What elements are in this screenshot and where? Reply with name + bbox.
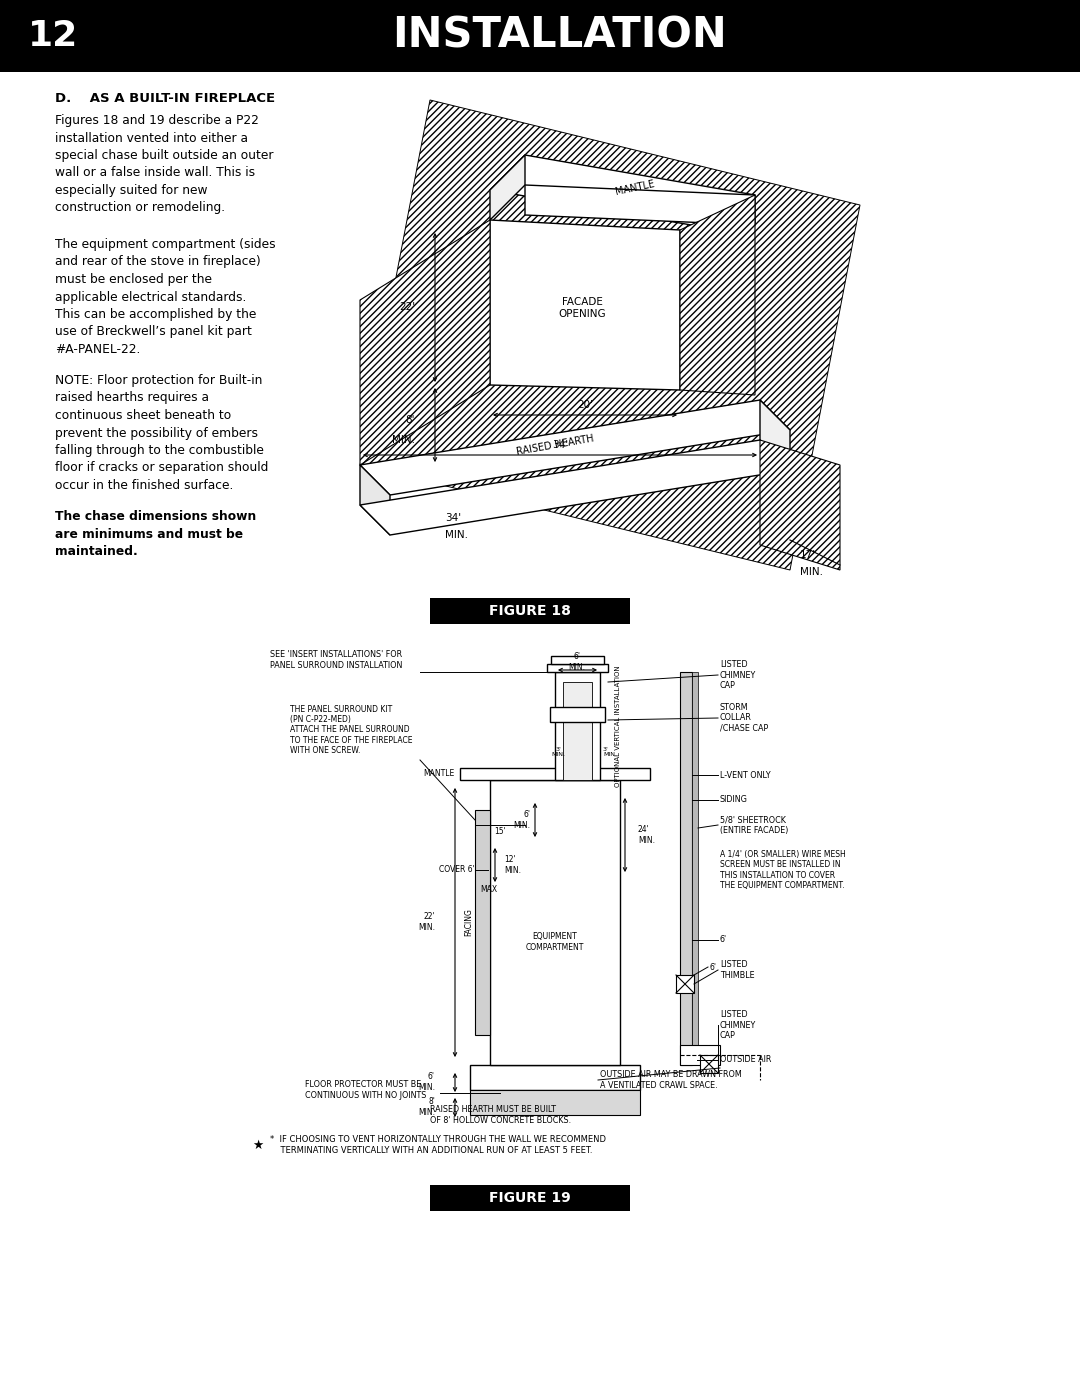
Text: D.    AS A BUILT-IN FIREPLACE: D. AS A BUILT-IN FIREPLACE <box>55 92 275 105</box>
Bar <box>0 0 1080 73</box>
Text: FLOOR PROTECTOR MUST BE
CONTINUOUS WITH NO JOINTS: FLOOR PROTECTOR MUST BE CONTINUOUS WITH … <box>305 1080 427 1099</box>
Text: 15': 15' <box>495 827 505 837</box>
Text: RAISED HEARTH MUST BE BUILT
OF 8' HOLLOW CONCRETE BLOCKS.: RAISED HEARTH MUST BE BUILT OF 8' HOLLOW… <box>430 1105 571 1125</box>
Polygon shape <box>551 657 604 664</box>
Polygon shape <box>555 672 600 780</box>
Polygon shape <box>550 707 605 722</box>
Polygon shape <box>360 400 789 495</box>
Text: MANTLE: MANTLE <box>615 179 656 197</box>
Text: MAX: MAX <box>480 886 497 894</box>
Bar <box>430 1185 630 1211</box>
Text: Figures 18 and 19 describe a P22
installation vented into either a
special chase: Figures 18 and 19 describe a P22 install… <box>55 115 273 215</box>
Text: 5/8' SHEETROCK
(ENTIRE FACADE): 5/8' SHEETROCK (ENTIRE FACADE) <box>720 816 788 834</box>
Text: LISTED
CHIMNEY
CAP: LISTED CHIMNEY CAP <box>720 661 756 690</box>
Text: 6': 6' <box>710 963 717 971</box>
Text: A 1/4' (OR SMALLER) WIRE MESH
SCREEN MUST BE INSTALLED IN
THIS INSTALLATION TO C: A 1/4' (OR SMALLER) WIRE MESH SCREEN MUS… <box>720 849 846 890</box>
Text: THE PANEL SURROUND KIT
(PN C-P22-MED)
ATTACH THE PANEL SURROUND
TO THE FACE OF T: THE PANEL SURROUND KIT (PN C-P22-MED) AT… <box>291 704 413 756</box>
Polygon shape <box>692 672 698 1065</box>
Text: LISTED
THIMBLE: LISTED THIMBLE <box>720 960 755 979</box>
Bar <box>430 598 630 624</box>
Polygon shape <box>360 101 860 570</box>
Text: 12: 12 <box>28 20 78 53</box>
Text: EQUIPMENT
COMPARTMENT: EQUIPMENT COMPARTMENT <box>526 932 584 951</box>
Polygon shape <box>676 975 694 993</box>
Polygon shape <box>700 1055 718 1073</box>
Text: 34': 34' <box>445 513 461 522</box>
Text: 22'
MIN.: 22' MIN. <box>418 912 435 932</box>
Text: ★: ★ <box>253 1139 264 1151</box>
Text: OPTIONAL VERTICAL INSTALLATION: OPTIONAL VERTICAL INSTALLATION <box>615 665 621 787</box>
Text: MANTLE: MANTLE <box>423 770 455 778</box>
Text: OUTSIDE AIR: OUTSIDE AIR <box>720 1056 771 1065</box>
Text: OUTSIDE AIR MAY BE DRAWN FROM
A VENTILATED CRAWL SPACE.: OUTSIDE AIR MAY BE DRAWN FROM A VENTILAT… <box>600 1070 742 1090</box>
Polygon shape <box>680 196 755 395</box>
Text: The equipment compartment (sides
and rear of the stove in fireplace)
must be enc: The equipment compartment (sides and rea… <box>55 237 275 356</box>
Polygon shape <box>490 155 755 231</box>
Text: MIN.: MIN. <box>392 434 415 446</box>
Text: 17': 17' <box>800 550 816 560</box>
Polygon shape <box>490 780 620 1065</box>
Text: 6'
MIN.: 6' MIN. <box>513 810 530 830</box>
Text: The chase dimensions shown
are minimums and must be
maintained.: The chase dimensions shown are minimums … <box>55 510 256 557</box>
Polygon shape <box>360 219 490 465</box>
Text: 6'
MIN.: 6' MIN. <box>418 1073 435 1091</box>
Text: SIDING: SIDING <box>720 795 747 805</box>
Text: L-VENT ONLY: L-VENT ONLY <box>720 771 771 780</box>
Text: *  IF CHOOSING TO VENT HORIZONTALLY THROUGH THE WALL WE RECOMMEND
    TERMINATIN: * IF CHOOSING TO VENT HORIZONTALLY THROU… <box>270 1136 606 1155</box>
Polygon shape <box>475 810 490 1035</box>
Polygon shape <box>680 672 692 1065</box>
Text: 3'
MIN.: 3' MIN. <box>603 746 617 757</box>
Text: 6': 6' <box>720 936 727 944</box>
Polygon shape <box>470 1090 640 1115</box>
Text: FIGURE 19: FIGURE 19 <box>489 1192 571 1206</box>
Text: MIN.: MIN. <box>445 529 468 541</box>
Text: MIN.: MIN. <box>800 567 823 577</box>
Text: FIGURE 18: FIGURE 18 <box>489 604 571 617</box>
Text: 3'
MIN.: 3' MIN. <box>551 746 565 757</box>
Text: 12'
MIN.: 12' MIN. <box>504 855 521 875</box>
Polygon shape <box>760 440 840 570</box>
Polygon shape <box>525 184 755 225</box>
Polygon shape <box>760 400 789 469</box>
Text: 24'
MIN.: 24' MIN. <box>638 826 654 845</box>
Polygon shape <box>680 1045 720 1065</box>
Polygon shape <box>360 465 390 535</box>
Text: 34': 34' <box>552 440 568 450</box>
Text: 8': 8' <box>405 415 415 425</box>
Text: 20': 20' <box>577 400 593 409</box>
Text: INSTALLATION: INSTALLATION <box>393 15 727 57</box>
Polygon shape <box>563 682 592 780</box>
Polygon shape <box>546 664 608 672</box>
Text: NOTE: Floor protection for Built-in
raised hearths requires a
continuous sheet b: NOTE: Floor protection for Built-in rais… <box>55 374 268 492</box>
Text: LISTED
CHIMNEY
CAP: LISTED CHIMNEY CAP <box>720 1010 756 1039</box>
Text: FACING: FACING <box>464 908 473 936</box>
Text: STORM
COLLAR
/CHASE CAP: STORM COLLAR /CHASE CAP <box>720 703 768 733</box>
Text: SEE 'INSERT INSTALLATIONS' FOR
PANEL SURROUND INSTALLATION: SEE 'INSERT INSTALLATIONS' FOR PANEL SUR… <box>270 650 403 669</box>
Polygon shape <box>470 1065 640 1090</box>
Polygon shape <box>490 155 525 219</box>
Polygon shape <box>460 768 650 780</box>
Polygon shape <box>490 219 680 390</box>
Text: 6'
MIN.: 6' MIN. <box>568 652 585 672</box>
Polygon shape <box>360 440 789 535</box>
Text: 8'
MIN.: 8' MIN. <box>418 1097 435 1116</box>
Text: COVER 6': COVER 6' <box>440 866 475 875</box>
Text: FACADE
OPENING: FACADE OPENING <box>558 298 606 319</box>
Text: 22': 22' <box>399 302 415 312</box>
Text: RAISED HEARTH: RAISED HEARTH <box>515 433 594 457</box>
